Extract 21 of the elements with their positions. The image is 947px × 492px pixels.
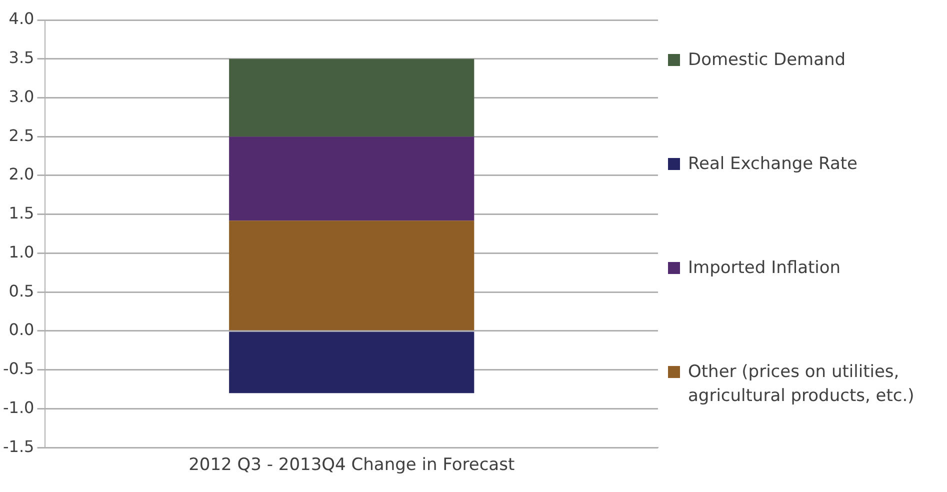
y-tick-label: 2.5 (8, 126, 34, 145)
y-tick-label: 1.0 (8, 242, 34, 262)
y-tick-label: 4.0 (8, 9, 34, 28)
legend-label: Real Exchange Rate (688, 153, 858, 176)
y-tick-label: -1.5 (3, 436, 34, 456)
y-tick-label: -1.0 (3, 398, 34, 417)
y-tick-label: 0.5 (8, 281, 34, 300)
legend-label: Domestic Demand (688, 49, 846, 72)
bar (229, 220, 474, 330)
y-tick-label: -0.5 (3, 359, 34, 378)
legend-label: Other (prices on utilities, agricultural products, etc.) (688, 361, 916, 408)
bar (229, 58, 474, 137)
y-tick-label: 3.5 (8, 48, 34, 68)
legend-label: Imported Inflation (688, 257, 841, 280)
y-tick-label: 1.5 (8, 204, 34, 223)
x-tick-label: 2012 Q3 - 2013Q4 Change in Forecast (188, 455, 515, 476)
y-tick-label: 0.0 (8, 320, 34, 340)
bar (229, 136, 474, 221)
bar (229, 332, 474, 394)
y-tick-label: 3.0 (8, 86, 34, 106)
y-tick-label: 2.0 (8, 164, 34, 184)
